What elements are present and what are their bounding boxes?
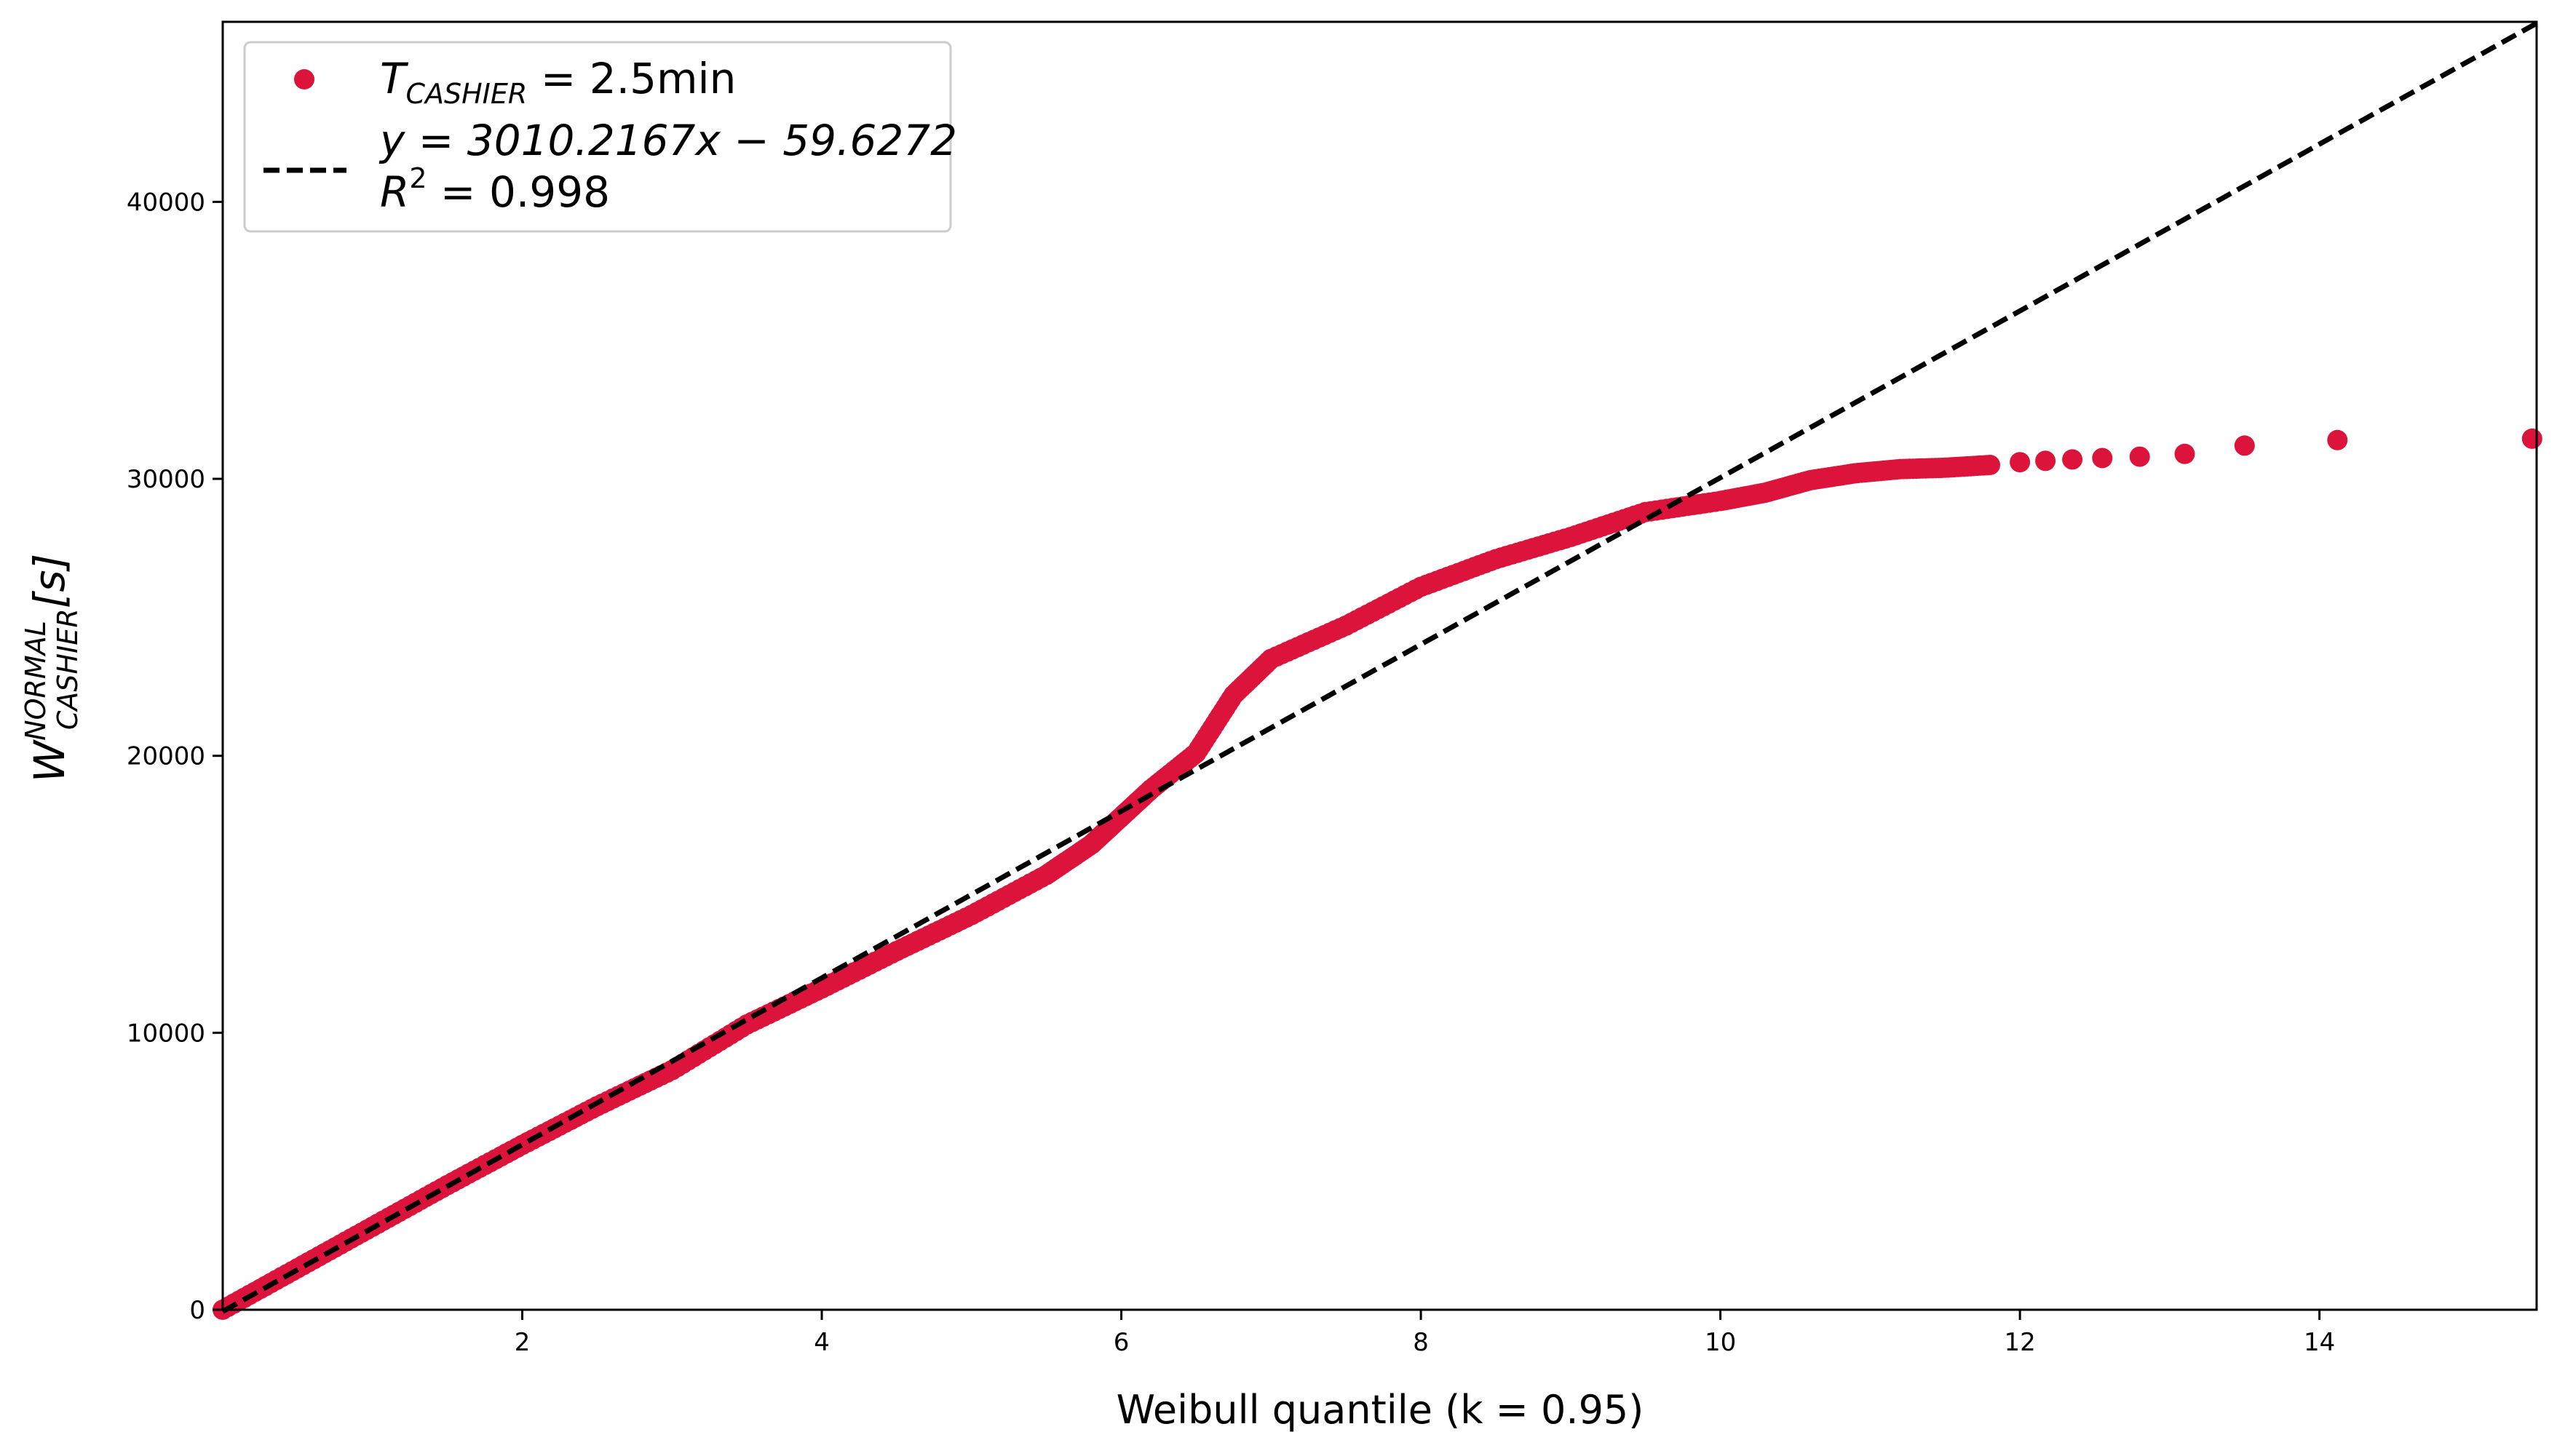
data-point: [2521, 428, 2542, 449]
data-point: [2062, 449, 2083, 470]
x-tick-label: 12: [2004, 1328, 2035, 1357]
legend-label-observations: TCASHIER = 2.5min: [380, 54, 736, 110]
legend-observations-subscript: CASHIER: [405, 78, 527, 110]
legend-r2-base: R: [380, 167, 409, 217]
legend-box: [243, 41, 952, 233]
y-tick-label: 0: [189, 1296, 205, 1325]
scatter-points: [213, 428, 2542, 1320]
data-point: [2234, 435, 2255, 456]
data-point: [2035, 450, 2056, 472]
data-point: [2092, 447, 2113, 469]
y-tick-label: 20000: [127, 742, 205, 771]
data-point: [1980, 455, 2000, 475]
y-tick-label: 40000: [127, 188, 205, 217]
y-tick-label: 10000: [127, 1019, 205, 1048]
x-tick-label: 6: [1114, 1328, 1130, 1357]
x-tick-label: 14: [2304, 1328, 2335, 1357]
x-tick-label: 10: [1705, 1328, 1736, 1357]
plot-area-frame: [221, 20, 2538, 1311]
x-axis-ticks: 2 4 6 8 10 12 14: [515, 1310, 2335, 1357]
y-axis-title: WNORMALCASHIER[s]: [20, 554, 84, 782]
x-axis-title: Weibull quantile (k = 0.95): [1117, 1387, 1644, 1433]
legend-label-fit-r2: R2 = 0.998: [380, 162, 610, 217]
data-point: [2010, 452, 2031, 473]
x-tick-label: 4: [814, 1328, 830, 1357]
legend-observations-rest: = 2.5min: [527, 54, 736, 103]
legend-r2-superscript: 2: [409, 162, 427, 194]
legend-r2-rest: = 0.998: [427, 167, 611, 217]
y-axis-ticks: 0 10000 20000 30000 40000: [127, 188, 223, 1325]
y-axis-title-base: W: [25, 739, 74, 782]
x-tick-label: 2: [515, 1328, 531, 1357]
legend-label-fit-equation: y = 3010.2167x − 59.6272: [378, 116, 957, 165]
x-tick-label: 8: [1413, 1328, 1429, 1357]
y-axis-title-superscript: NORMAL: [20, 621, 52, 741]
data-point: [2174, 443, 2195, 464]
y-tick-label: 30000: [127, 465, 205, 494]
data-point: [2327, 429, 2348, 450]
y-axis-title-suffix: [s]: [25, 554, 74, 608]
legend-observations-base: T: [380, 54, 409, 103]
data-point: [2129, 446, 2150, 467]
y-axis-title-subscript: CASHIER: [52, 608, 84, 730]
legend: TCASHIER = 2.5min y = 3010.2167x − 59.62…: [243, 41, 957, 233]
legend-marker-observations: [294, 69, 314, 89]
